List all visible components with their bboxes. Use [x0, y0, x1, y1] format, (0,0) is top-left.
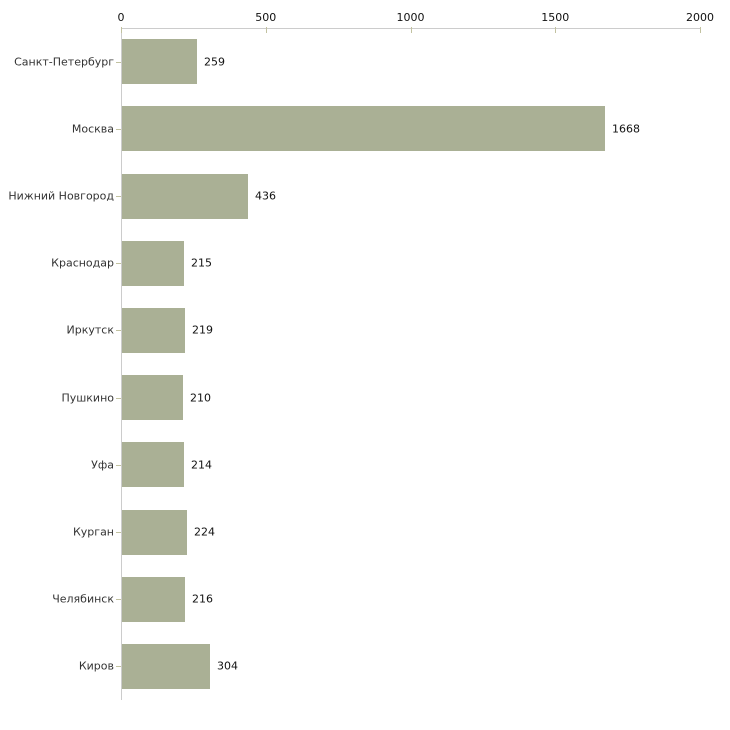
category-label: Санкт-Петербург [14, 55, 114, 69]
bar [122, 307, 185, 353]
y-tick-mark [116, 61, 121, 63]
x-tick-mark [121, 27, 122, 33]
category-label: Пушкино [61, 391, 114, 405]
x-tick-mark [410, 27, 412, 33]
y-tick-mark [116, 599, 121, 601]
bar [122, 576, 185, 622]
bar-value-label: 216 [192, 592, 213, 606]
category-label: Уфа [91, 458, 114, 472]
category-label: Нижний Новгород [8, 189, 114, 203]
y-tick-mark [116, 532, 121, 533]
x-tick-mark [265, 27, 267, 33]
bar-value-label: 259 [204, 55, 225, 69]
bar [122, 173, 248, 219]
x-tick-label: 0 [117, 11, 125, 24]
x-tick-mark [700, 27, 701, 33]
bar-value-label: 210 [190, 391, 211, 405]
y-tick-mark [116, 397, 121, 399]
y-tick-mark [116, 330, 121, 332]
bar [122, 240, 184, 286]
y-axis-line [121, 28, 122, 700]
y-tick-mark [116, 196, 121, 197]
bar-value-label: 219 [192, 323, 213, 337]
bar [122, 39, 197, 85]
bar-value-label: 1668 [612, 122, 640, 136]
y-tick-mark [116, 666, 121, 668]
y-tick-mark [116, 263, 121, 265]
bar [122, 509, 187, 555]
category-label: Киров [78, 659, 114, 673]
bar-value-label: 304 [217, 659, 238, 673]
category-label: Москва [71, 122, 114, 136]
bar-value-label: 214 [191, 458, 212, 472]
category-label: Краснодар [51, 256, 114, 270]
bar-value-label: 215 [191, 256, 212, 270]
bar [122, 106, 605, 152]
bar-value-label: 224 [194, 525, 215, 539]
category-label: Иркутск [66, 323, 114, 337]
x-tick-label: 500 [255, 11, 277, 24]
bar [122, 442, 184, 488]
y-tick-mark [116, 464, 121, 466]
x-tick-mark [555, 27, 557, 33]
y-tick-mark [116, 128, 121, 130]
x-tick-label: 1500 [541, 11, 570, 24]
bar [122, 643, 210, 689]
category-label: Челябинск [52, 592, 114, 606]
x-tick-label: 2000 [686, 11, 714, 24]
category-label: Курган [72, 525, 114, 539]
x-tick-label: 1000 [396, 11, 425, 24]
bar-value-label: 436 [255, 189, 276, 203]
bar [122, 375, 183, 421]
